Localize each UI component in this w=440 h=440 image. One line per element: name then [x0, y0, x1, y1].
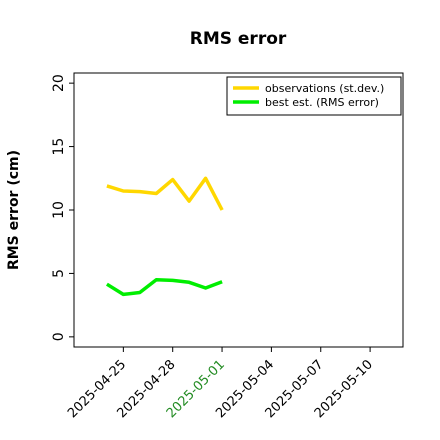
series-layer — [105, 176, 224, 297]
y-tick-label: 10 — [51, 201, 67, 219]
chart-title: RMS error — [190, 29, 287, 49]
y-axis-label: RMS error (cm) — [6, 150, 22, 270]
legend-box — [226, 76, 402, 116]
legend: observations (st.dev.)best est. (RMS err… — [226, 76, 402, 116]
y-tick-label: 0 — [51, 332, 67, 341]
x-axis-ticks: 2025-04-252025-04-282025-05-012025-05-04… — [65, 347, 376, 421]
series-line-0 — [106, 176, 224, 211]
y-tick-label: 15 — [51, 138, 67, 156]
y-tick-label: 5 — [51, 269, 67, 278]
legend-label-1: best est. (RMS error) — [265, 96, 379, 109]
y-axis-ticks: 0 5 10 15 20 — [51, 74, 74, 341]
y-tick-label: 20 — [51, 74, 67, 92]
legend-label-0: observations (st.dev.) — [265, 82, 384, 95]
series-line-1 — [105, 278, 223, 297]
